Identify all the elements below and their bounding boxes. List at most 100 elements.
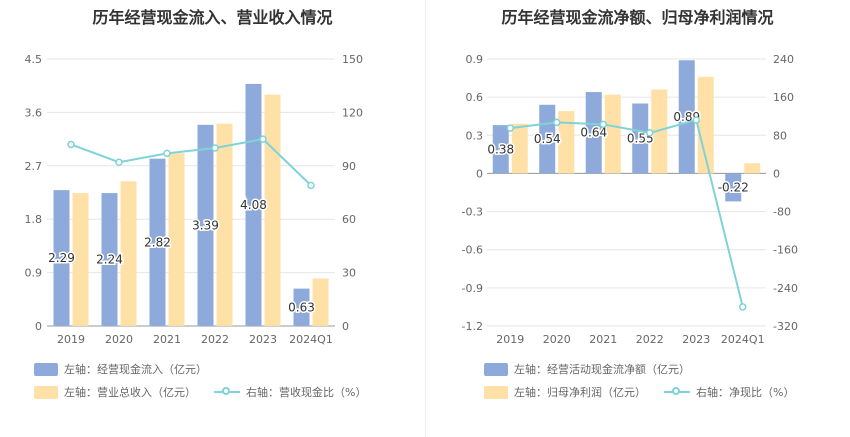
left-axis-tick-label: -0.6 bbox=[462, 244, 483, 257]
net-cashflow-profit-chart: -1.2 -320 -0.9 -240 -0.6 -160 -0.3 -80 0 0 0.3 80 0.… bbox=[462, 53, 798, 346]
bar-data-label: 0.38 bbox=[487, 142, 514, 156]
x-axis-category-label: 2020 bbox=[105, 333, 133, 346]
legend-label: 左轴：经营活动现金流净额（亿元） bbox=[514, 363, 690, 376]
bar-secondary bbox=[744, 163, 761, 174]
bar-secondary bbox=[558, 111, 575, 174]
bar-primary bbox=[585, 92, 602, 174]
left-axis-tick-label: -0.9 bbox=[462, 282, 483, 295]
left-axis-tick-label: 3.6 bbox=[25, 106, 43, 119]
ratio-point bbox=[259, 135, 267, 143]
bar-data-label: 0.63 bbox=[288, 300, 315, 314]
left-axis-tick-label: -1.2 bbox=[462, 320, 483, 333]
ratio-point bbox=[599, 120, 607, 129]
legend-line-swatch bbox=[664, 385, 690, 399]
x-axis-category-label: 2021 bbox=[153, 333, 181, 346]
right-axis-tick-label: 0 bbox=[342, 320, 349, 333]
bar-primary bbox=[492, 125, 509, 174]
x-axis-category-label: 2024Q1 bbox=[721, 333, 765, 346]
bar-secondary bbox=[511, 123, 528, 174]
ratio-point bbox=[646, 129, 654, 137]
bar-data-label: 2.29 bbox=[48, 251, 75, 265]
chart-title: 历年经营现金流净额、归母净利润情况 bbox=[501, 8, 774, 27]
x-axis-category-label: 2021 bbox=[589, 333, 617, 346]
legend-swatch-orange bbox=[34, 385, 58, 399]
bar-secondary bbox=[697, 76, 714, 174]
bar-data-label: 4.08 bbox=[240, 198, 267, 212]
bar-data-label: 0.54 bbox=[534, 132, 561, 146]
ratio-line bbox=[70, 138, 312, 187]
left-axis-tick-label: 1.8 bbox=[25, 213, 43, 226]
ratio-point bbox=[739, 303, 747, 311]
ratio-point bbox=[307, 181, 315, 190]
bar-primary bbox=[678, 60, 695, 174]
left-axis-tick-label: 0 bbox=[35, 320, 42, 333]
x-axis-category-label: 2023 bbox=[682, 333, 710, 346]
legend-label: 左轴：营业总收入（亿元） bbox=[64, 386, 196, 399]
bar-primary bbox=[293, 288, 310, 326]
legend-swatch-blue bbox=[484, 362, 508, 376]
left-axis-tick-label: 0.9 bbox=[25, 267, 43, 280]
ratio-point bbox=[115, 158, 123, 166]
legend-row-2: 左轴：营业总收入（亿元） 右轴：营收现金比（%） bbox=[34, 384, 384, 400]
right-axis-tick-label: -160 bbox=[773, 244, 798, 257]
left-axis-tick-label: 2.7 bbox=[25, 160, 43, 173]
left-axis-tick-label: 0 bbox=[476, 167, 483, 180]
bar-primary bbox=[539, 104, 556, 174]
left-axis-tick-label: 4.5 bbox=[25, 53, 43, 66]
ratio-line bbox=[510, 118, 744, 308]
legend-item-net-cashflow[interactable]: 左轴：经营活动现金流净额（亿元） bbox=[484, 361, 690, 377]
bar-secondary bbox=[604, 94, 621, 174]
bar-primary bbox=[149, 158, 166, 326]
ratio-point bbox=[506, 124, 514, 132]
bar-primary bbox=[245, 83, 262, 326]
bar-secondary bbox=[120, 181, 137, 326]
bar-data-label: 0.64 bbox=[580, 126, 607, 140]
right-axis-tick-label: 0 bbox=[773, 167, 780, 180]
ratio-point bbox=[211, 144, 219, 152]
right-axis-tick-label: 90 bbox=[342, 160, 356, 173]
right-axis-tick-label: -80 bbox=[773, 206, 791, 219]
bar-primary bbox=[725, 173, 742, 202]
ratio-point bbox=[553, 118, 561, 127]
x-axis-category-label: 2022 bbox=[636, 333, 664, 346]
x-axis-category-label: 2023 bbox=[249, 333, 277, 346]
left-axis-tick-label: 0.6 bbox=[466, 91, 484, 104]
chart-title: 历年经营现金流入、营业收入情况 bbox=[92, 8, 333, 27]
bar-primary bbox=[632, 103, 649, 174]
legend-swatch-blue bbox=[34, 362, 58, 376]
right-axis-tick-label: -320 bbox=[773, 320, 798, 333]
legend-row-1: 左轴：经营活动现金流净额（亿元） bbox=[484, 361, 708, 377]
right-axis-tick-label: 240 bbox=[773, 53, 794, 66]
ratio-point bbox=[67, 140, 75, 149]
right-axis-tick-label: 120 bbox=[342, 106, 363, 119]
x-axis-category-label: 2022 bbox=[201, 333, 229, 346]
bar-secondary bbox=[168, 153, 185, 326]
legend-item-net-profit[interactable]: 左轴：归母净利润（亿元） bbox=[484, 384, 646, 400]
bar-secondary bbox=[651, 89, 668, 174]
legend-row-2: 左轴：归母净利润（亿元） 右轴：净现比（%） bbox=[484, 384, 812, 400]
right-axis-tick-label: 80 bbox=[773, 129, 787, 142]
legend-line-swatch bbox=[214, 385, 240, 399]
net-cashflow-profit-chart-panel: 历年经营现金流净额、归母净利润情况 -1.2 -320 -0.9 -240 -0.6 -1… bbox=[425, 0, 850, 437]
legend-item-revenue[interactable]: 左轴：营业总收入（亿元） bbox=[34, 384, 196, 400]
right-axis-tick-label: -240 bbox=[773, 282, 798, 295]
bar-data-label: -0.22 bbox=[718, 180, 749, 194]
ratio-point bbox=[163, 149, 171, 158]
cash-inflow-revenue-chart: 0 0 0.9 30 1.8 60 2.7 90 3.6 120 4.5 150 2019 2020 202… bbox=[25, 53, 364, 346]
legend-item-net-cash-ratio[interactable]: 右轴：净现比（%） bbox=[664, 384, 794, 400]
bar-primary bbox=[197, 124, 214, 326]
bar-secondary bbox=[264, 94, 281, 326]
bar-secondary bbox=[312, 278, 329, 326]
legend-item-cash-ratio[interactable]: 右轴：营收现金比（%） bbox=[214, 384, 366, 400]
legend-label: 左轴：经营现金流入（亿元） bbox=[64, 363, 207, 376]
x-axis-category-label: 2019 bbox=[496, 333, 524, 346]
bar-data-label: 2.24 bbox=[96, 253, 123, 267]
right-axis-tick-label: 160 bbox=[773, 91, 794, 104]
legend-item-cash-inflow[interactable]: 左轴：经营现金流入（亿元） bbox=[34, 361, 207, 377]
legend-label: 左轴：归母净利润（亿元） bbox=[514, 386, 646, 399]
bar-data-label: 2.82 bbox=[144, 235, 171, 249]
legend-swatch-orange bbox=[484, 385, 508, 399]
bar-secondary bbox=[216, 123, 233, 326]
right-axis-tick-label: 150 bbox=[342, 53, 363, 66]
ratio-point bbox=[692, 116, 700, 124]
